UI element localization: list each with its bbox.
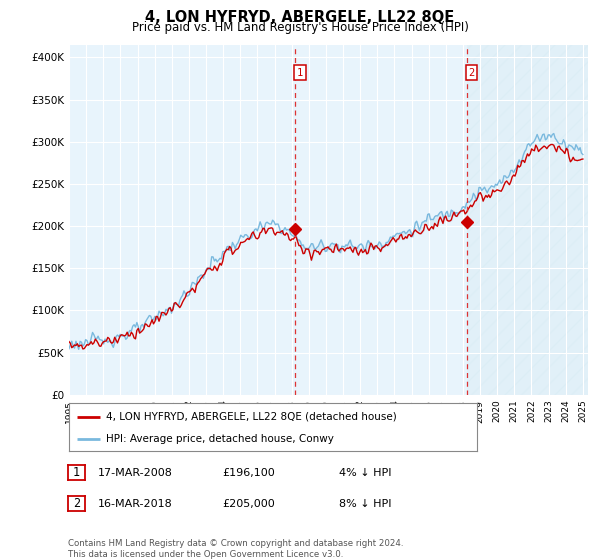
Text: 16-MAR-2018: 16-MAR-2018 — [98, 499, 173, 509]
Text: 2: 2 — [468, 68, 475, 78]
Text: 4, LON HYFRYD, ABERGELE, LL22 8QE (detached house): 4, LON HYFRYD, ABERGELE, LL22 8QE (detac… — [106, 412, 397, 422]
Text: £196,100: £196,100 — [222, 468, 275, 478]
Text: Contains HM Land Registry data © Crown copyright and database right 2024.: Contains HM Land Registry data © Crown c… — [68, 539, 403, 548]
Text: 4, LON HYFRYD, ABERGELE, LL22 8QE: 4, LON HYFRYD, ABERGELE, LL22 8QE — [145, 10, 455, 25]
Text: 1: 1 — [297, 68, 303, 78]
Text: This data is licensed under the Open Government Licence v3.0.: This data is licensed under the Open Gov… — [68, 550, 343, 559]
Text: £205,000: £205,000 — [222, 499, 275, 509]
Text: HPI: Average price, detached house, Conwy: HPI: Average price, detached house, Conw… — [106, 434, 334, 444]
Text: 8% ↓ HPI: 8% ↓ HPI — [339, 499, 391, 509]
Text: Price paid vs. HM Land Registry's House Price Index (HPI): Price paid vs. HM Land Registry's House … — [131, 21, 469, 34]
Text: 2: 2 — [73, 497, 80, 510]
Text: 17-MAR-2008: 17-MAR-2008 — [98, 468, 173, 478]
Text: 1: 1 — [73, 466, 80, 479]
Text: 4% ↓ HPI: 4% ↓ HPI — [339, 468, 391, 478]
